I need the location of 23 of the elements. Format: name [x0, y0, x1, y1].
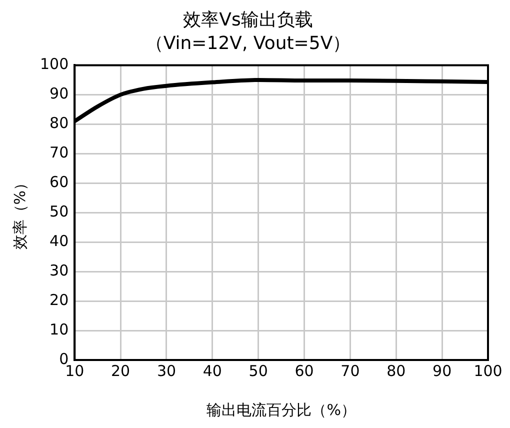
y-tick-label: 100: [40, 55, 69, 74]
x-tick-label: 50: [248, 362, 268, 380]
x-axis-title: 输出电流百分比（%）: [206, 400, 356, 419]
y-tick-label: 40: [50, 232, 69, 250]
chart-subtitle: （Vin=12V, Vout=5V）: [145, 33, 351, 54]
x-tick-label: 30: [156, 362, 176, 380]
y-tick-label: 60: [50, 173, 69, 192]
y-tick-label: 10: [50, 320, 69, 338]
y-tick-label: 70: [50, 144, 69, 162]
y-tick-label: 30: [50, 261, 69, 280]
y-axis-title: 效率（%）: [10, 175, 29, 250]
x-tick-label: 80: [386, 362, 406, 380]
y-tick-label: 80: [50, 114, 69, 132]
x-tick-label: 20: [111, 362, 130, 380]
y-tick-label: 90: [50, 84, 69, 103]
y-tick-label: 20: [50, 290, 69, 309]
x-tick-label: 40: [202, 362, 222, 380]
x-tick-label: 60: [294, 362, 314, 380]
x-tick-label: 90: [432, 362, 452, 380]
y-tick-label: 50: [50, 202, 69, 220]
x-tick-label: 100: [474, 362, 502, 380]
chart-title: 效率Vs输出负载: [183, 9, 313, 30]
x-tick-label: 70: [340, 362, 360, 380]
